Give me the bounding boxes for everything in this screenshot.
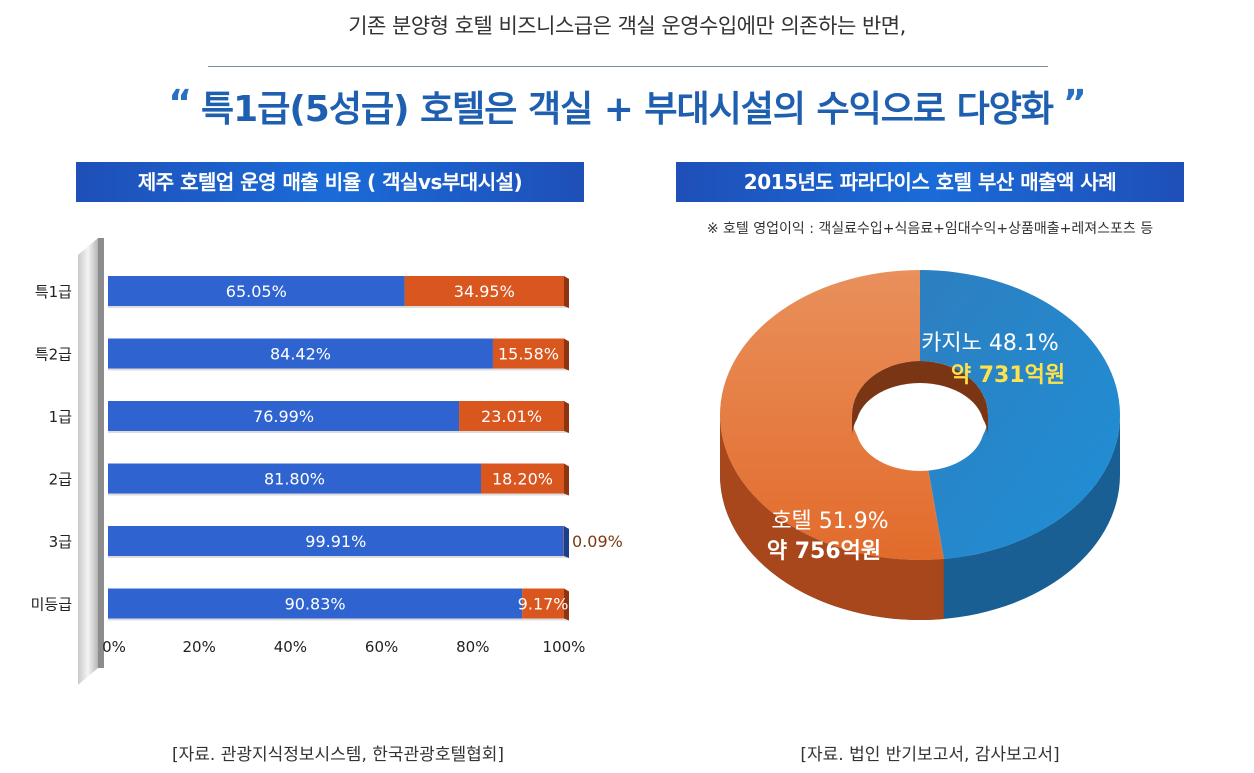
pie-amount-casino: 약 731억원 xyxy=(951,363,1065,388)
pie-side-hotel xyxy=(720,415,944,620)
bar-facility xyxy=(492,338,564,369)
bar-room xyxy=(108,588,523,619)
divider xyxy=(208,66,1048,67)
x-tick-label: 80% xyxy=(456,638,489,656)
revenue-note: ※ 호텔 영업이익 : 객실료수입+식음료+임대수익+상품매출+레져스포츠 등 xyxy=(706,221,1154,237)
bar-room xyxy=(108,401,460,431)
bar-room xyxy=(108,526,564,556)
bar-room-value: 81.80% xyxy=(264,470,325,489)
category-label: 특2급 xyxy=(35,346,72,364)
open-quote: “ xyxy=(168,83,192,124)
x-tick-label: 0% xyxy=(102,638,126,656)
bar-room-value: 76.99% xyxy=(253,407,314,426)
pie-hole-wall xyxy=(852,361,988,437)
headline: “특1급(5성급) 호텔은 객실 + 부대시설의 수익으로 다양화” xyxy=(0,80,1254,132)
bar-room xyxy=(108,276,405,306)
chart-wall-edge xyxy=(98,238,104,668)
left-chart-title: 제주 호텔업 운영 매출 비율 ( 객실vs부대시설) xyxy=(76,162,584,202)
bar-facility xyxy=(481,463,564,494)
category-label: 미등급 xyxy=(31,596,73,614)
bar-facility-value: 34.95% xyxy=(454,282,515,301)
x-tick-label: 60% xyxy=(365,638,398,656)
pie-label-casino: 카지노 48.1% xyxy=(921,331,1059,356)
bar-facility-value: 15.58% xyxy=(498,345,559,364)
bar-end-cap xyxy=(564,463,569,496)
bar-room xyxy=(108,463,482,494)
x-tick-label: 20% xyxy=(183,638,216,656)
bar-end-cap xyxy=(564,526,569,558)
right-chart-title: 2015년도 파라다이스 호텔 부산 매출액 사례 xyxy=(676,162,1184,202)
bar-end-cap xyxy=(564,276,569,308)
x-tick-label: 100% xyxy=(543,638,586,656)
pie-hole xyxy=(856,383,984,471)
bar-facility-value: 0.09% xyxy=(572,532,623,551)
bar-room-value: 99.91% xyxy=(305,532,366,551)
pie-slice-hotel xyxy=(719,270,944,560)
right-source: [자료. 법인 반기보고서, 감사보고서] xyxy=(800,745,1060,765)
pie-slice-casino xyxy=(920,270,1120,559)
bar-end-cap xyxy=(564,588,569,621)
category-label: 3급 xyxy=(49,533,73,551)
bar-facility-value: 18.20% xyxy=(492,470,553,489)
close-quote: ” xyxy=(1062,83,1087,124)
stacked-bar-chart: 특1급 65.05% 34.95% 특2급 84.42% 15.58% 1급 76.99% 23… xyxy=(31,238,623,685)
pie-amount-hotel: 약 756억원 xyxy=(767,539,881,564)
bar-facility xyxy=(404,276,564,306)
x-tick-label: 40% xyxy=(274,638,307,656)
bar-facility-value: 23.01% xyxy=(481,407,542,426)
bar-facility xyxy=(522,588,564,619)
pie-label-hotel: 호텔 51.9% xyxy=(771,509,888,534)
chart-wall xyxy=(78,238,98,685)
bar-room xyxy=(108,338,493,369)
bar-facility-value: 9.17% xyxy=(518,595,569,614)
bar-facility xyxy=(459,401,564,431)
bar-end-cap xyxy=(564,401,569,433)
subtitle: 기존 분양형 호텔 비즈니스급은 객실 운영수입에만 의존하는 반면, xyxy=(348,14,906,38)
category-label: 2급 xyxy=(49,471,73,489)
bar-end-cap xyxy=(564,338,569,371)
headline-text: 특1급(5성급) 호텔은 객실 + 부대시설의 수익으로 다양화 xyxy=(201,89,1054,130)
category-label: 특1급 xyxy=(35,283,72,301)
bar-room-value: 90.83% xyxy=(285,595,346,614)
bar-room-value: 84.42% xyxy=(270,345,331,364)
category-label: 1급 xyxy=(49,408,73,426)
left-source: [자료. 관광지식정보시스템, 한국관광호텔협회] xyxy=(171,745,505,765)
bar-room-value: 65.05% xyxy=(226,282,287,301)
